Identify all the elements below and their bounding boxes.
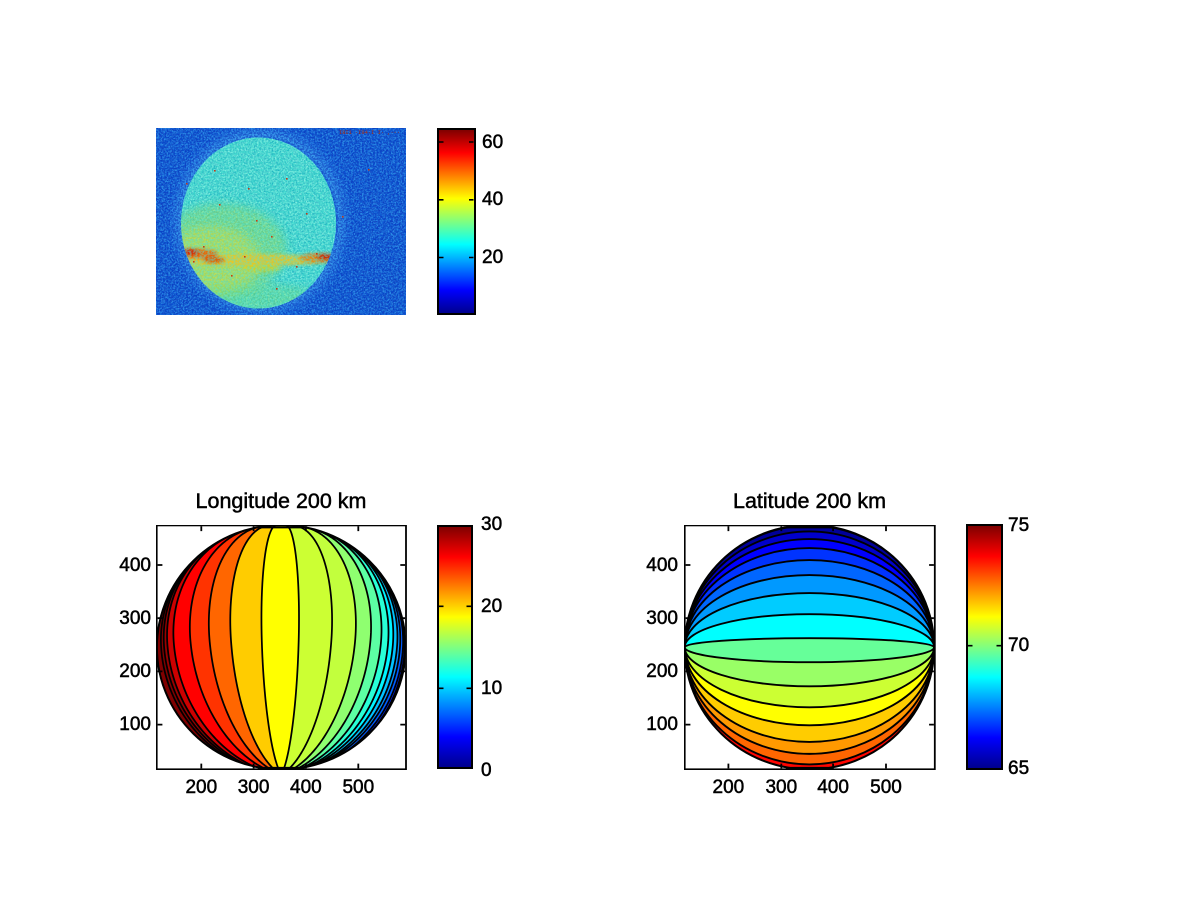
svg-text:I8I1 ·I04·I I· ,·-·: I8I1 ·I04·I I· ,·-·: [339, 130, 400, 136]
